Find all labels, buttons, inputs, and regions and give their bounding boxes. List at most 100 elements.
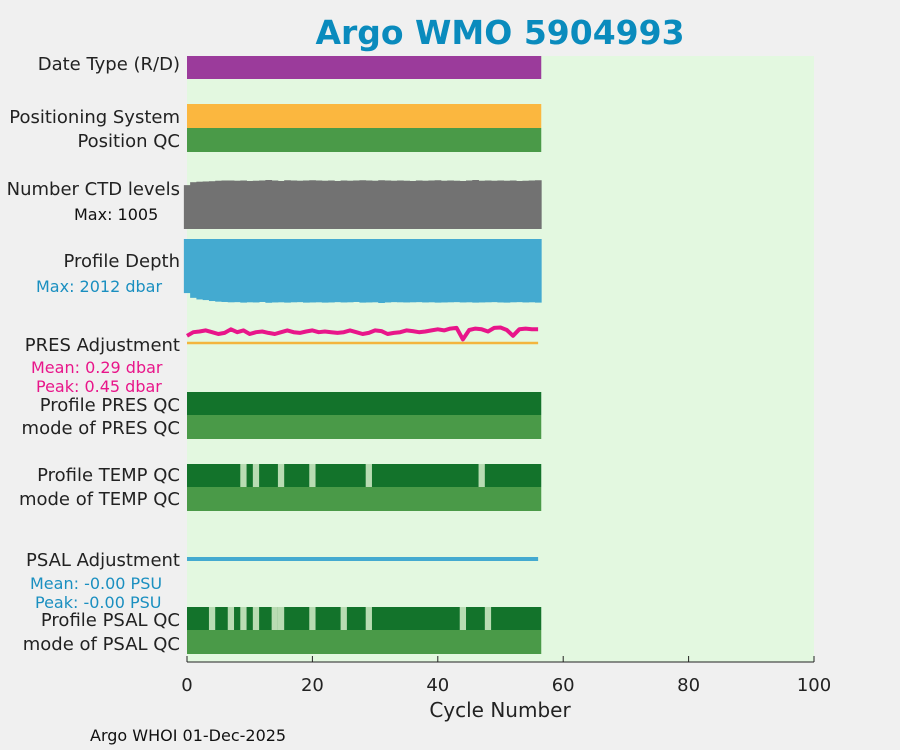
- profile-depth-bar: [371, 239, 379, 303]
- psal-qc-flag: [208, 607, 216, 630]
- ctd-level-bar: [234, 180, 241, 229]
- label-psal-peak: Peak: -0.00 PSU: [35, 593, 161, 612]
- label-profile-temp-qc: Profile TEMP QC: [37, 465, 180, 486]
- ctd-level-bar: [346, 180, 354, 229]
- mode-pres-qc-bar: [187, 415, 542, 439]
- mode-temp-qc-bar: [187, 487, 542, 511]
- profile-depth-bar: [466, 239, 473, 303]
- ctd-level-bar: [309, 180, 316, 229]
- ctd-level-bar: [215, 180, 222, 229]
- profile-depth-bar: [453, 239, 461, 303]
- mode-psal-qc-bar: [187, 630, 542, 654]
- ctd-level-bar: [240, 180, 247, 229]
- profile-depth-bar: [359, 239, 367, 303]
- ctd-level-bar: [271, 180, 279, 229]
- profile-depth-bar: [190, 239, 197, 298]
- psal-qc-flag: [365, 607, 372, 630]
- profile-depth-bar: [503, 239, 511, 303]
- psal-qc-flag: [271, 607, 278, 630]
- profile-depth-bar: [434, 239, 442, 303]
- label-number-ctd-levels: Number CTD levels: [7, 179, 180, 200]
- ctd-level-bar: [453, 180, 461, 229]
- ctd-level-bar: [472, 180, 479, 229]
- temp-qc-flag: [240, 464, 247, 487]
- ctd-level-bar: [522, 180, 530, 229]
- pres-adjustment-line: [186, 325, 539, 342]
- ctd-level-bar: [459, 180, 467, 229]
- ctd-level-bar: [415, 180, 423, 229]
- profile-depth-bar: [534, 239, 542, 303]
- label-mode-temp-qc: mode of TEMP QC: [19, 489, 180, 510]
- psal-qc-flag: [277, 607, 285, 630]
- profile-depth-bar: [234, 239, 241, 303]
- profile-depth-bar: [309, 239, 316, 303]
- profile-depth-bar: [202, 239, 210, 301]
- ctd-level-bar: [497, 180, 505, 229]
- ctd-level-bar: [484, 180, 492, 229]
- profile-depth-bar: [334, 239, 342, 303]
- ctd-level-bar: [397, 180, 404, 229]
- temp-qc-flag: [277, 464, 285, 487]
- profile-depth-bar: [296, 239, 304, 303]
- ctd-level-bar: [284, 180, 291, 229]
- x-tick-label: 20: [301, 675, 324, 696]
- profile-depth-bar: [478, 239, 486, 303]
- profile-depth-bar: [522, 239, 530, 303]
- label-profile-psal-qc: Profile PSAL QC: [41, 610, 180, 631]
- temp-qc-flag: [365, 464, 372, 487]
- ctd-level-bar: [478, 180, 486, 229]
- profile-depth-bar: [516, 239, 523, 303]
- footer-text: Argo WHOI 01-Dec-2025: [90, 726, 286, 745]
- profile-depth-bar: [484, 239, 492, 303]
- ctd-level-bar: [403, 180, 410, 229]
- x-tick-label: 60: [552, 675, 575, 696]
- psal-qc-flag: [309, 607, 316, 630]
- ctd-level-bar: [246, 180, 254, 229]
- date-type-bar: [187, 56, 542, 79]
- profile-depth-bar: [259, 239, 266, 302]
- label-positioning-system: Positioning System: [9, 107, 180, 128]
- profile-depth-bar: [215, 239, 222, 302]
- profile-depth-bar: [384, 239, 392, 303]
- profile-depth-bar: [528, 239, 536, 303]
- profile-depth-bar: [252, 239, 260, 303]
- profile-depth-bar: [397, 239, 404, 303]
- ctd-level-bar: [390, 180, 398, 229]
- profile-depth-bar: [315, 239, 323, 303]
- ctd-level-bar: [491, 180, 498, 229]
- profile-depth-bar: [365, 239, 373, 303]
- profile-depth-bar: [277, 239, 285, 303]
- ctd-level-bar: [321, 180, 329, 229]
- ctd-level-bar: [503, 180, 511, 229]
- temp-qc-flag: [252, 464, 260, 487]
- x-axis: 0 20 40 60 80 100: [181, 656, 831, 696]
- profile-depth-bar: [472, 239, 479, 303]
- profile-depth-bar: [403, 239, 410, 303]
- psal-qc-flag: [240, 607, 247, 630]
- label-profile-depth: Profile Depth: [63, 251, 180, 272]
- profile-depth-bar: [390, 239, 398, 303]
- ctd-level-bar: [196, 181, 204, 229]
- profile-depth-bar: [440, 239, 448, 303]
- profile-depth-bar: [328, 239, 335, 303]
- label-profile-pres-qc: Profile PRES QC: [40, 395, 180, 416]
- ctd-level-bar: [447, 180, 454, 229]
- ctd-level-bar: [409, 180, 417, 229]
- ctd-level-bar: [371, 180, 379, 229]
- x-tick-label: 0: [181, 675, 192, 696]
- x-tick-label: 80: [677, 675, 700, 696]
- psal-qc-flag: [252, 607, 260, 630]
- ctd-level-bar: [340, 180, 348, 229]
- ctd-level-bar: [265, 180, 273, 229]
- profile-depth-bar: [321, 239, 329, 303]
- ctd-level-bar: [328, 180, 335, 229]
- profile-depth-bar: [491, 239, 498, 303]
- psal-qc-flag: [340, 607, 347, 630]
- ctd-level-bar: [516, 180, 523, 229]
- label-depth-max: Max: 2012 dbar: [36, 277, 162, 296]
- ctd-level-bar: [353, 180, 360, 229]
- psal-qc-flag: [227, 607, 235, 630]
- label-psal-adjustment: PSAL Adjustment: [26, 550, 180, 571]
- profile-depth-bar: [422, 239, 429, 303]
